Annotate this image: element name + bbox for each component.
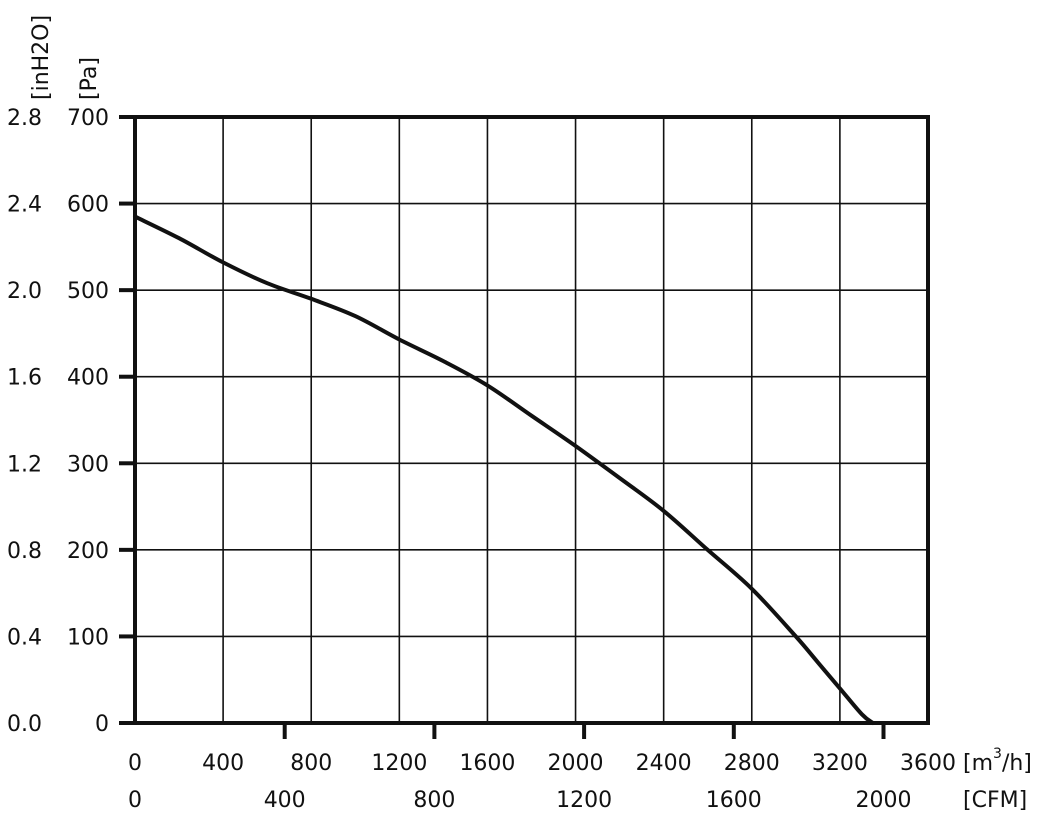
pressure-curve-0 bbox=[133, 214, 875, 725]
x-tick-label-m3h: 800 bbox=[290, 751, 332, 776]
plot-frame bbox=[133, 115, 930, 725]
x-tick-label-cfm: 400 bbox=[264, 788, 306, 813]
x-tick-label-m3h: 2400 bbox=[636, 751, 692, 776]
y-tick-label-inh2o: 1.2 bbox=[7, 452, 42, 477]
y-tick-label-inh2o: 2.4 bbox=[7, 193, 42, 218]
x-tick-label-m3h: 2800 bbox=[724, 751, 780, 776]
y-tick-label-pa: 500 bbox=[67, 279, 109, 304]
x-primary-unit-label: [m3/h] bbox=[963, 746, 1032, 776]
x-tick-label-m3h: 1200 bbox=[371, 751, 427, 776]
x-tick-label-cfm: 800 bbox=[413, 788, 455, 813]
x-tick-label-cfm: 2000 bbox=[856, 788, 912, 813]
x-tick-label-cfm: 0 bbox=[128, 788, 142, 813]
y-tick-label-pa: 0 bbox=[95, 712, 109, 737]
x-tick-label-m3h: 0 bbox=[128, 751, 142, 776]
x-tick-label-cfm: 1200 bbox=[556, 788, 612, 813]
y-tick-label-inh2o: 0.8 bbox=[7, 539, 42, 564]
y-tick-label-inh2o: 2.0 bbox=[7, 279, 42, 304]
x-tick-label-cfm: 1600 bbox=[706, 788, 762, 813]
y-tick-label-pa: 600 bbox=[67, 193, 109, 218]
y-secondary-unit-label: [inH2O] bbox=[29, 15, 54, 100]
x-tick-label-m3h: 2000 bbox=[548, 751, 604, 776]
grid-layer bbox=[134, 116, 929, 724]
x-tick-label-m3h: 1600 bbox=[459, 751, 515, 776]
y-primary-unit-label: [Pa] bbox=[77, 57, 102, 100]
x-tick-label-m3h: 3200 bbox=[812, 751, 868, 776]
x-unit-prefix: [m bbox=[963, 751, 993, 776]
x-unit-suffix: /h] bbox=[1002, 751, 1032, 776]
x-tick-label-m3h: 400 bbox=[202, 751, 244, 776]
curve-layer bbox=[133, 214, 875, 725]
y-tick-label-inh2o: 2.8 bbox=[7, 106, 42, 131]
y-tick-label-pa: 100 bbox=[67, 625, 109, 650]
y-tick-label-inh2o: 1.6 bbox=[7, 366, 42, 391]
y-tick-label-pa: 400 bbox=[67, 366, 109, 391]
x-unit-sup: 3 bbox=[993, 746, 1002, 762]
y-tick-label-pa: 300 bbox=[67, 452, 109, 477]
y-tick-label-inh2o: 0.0 bbox=[7, 712, 42, 737]
y-tick-label-pa: 700 bbox=[67, 106, 109, 131]
x-secondary-unit-label: [CFM] bbox=[963, 788, 1027, 813]
x-tick-label-m3h: 3600 bbox=[900, 751, 956, 776]
y-tick-label-pa: 200 bbox=[67, 539, 109, 564]
y-tick-label-inh2o: 0.4 bbox=[7, 625, 42, 650]
